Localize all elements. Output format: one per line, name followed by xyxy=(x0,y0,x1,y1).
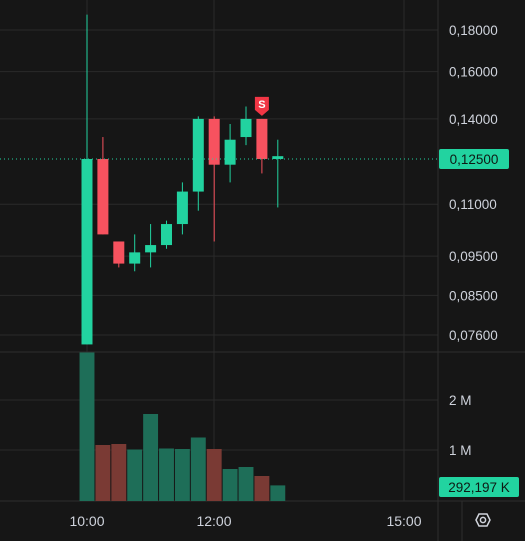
volume-bar xyxy=(222,469,238,501)
price-tick-label: 0,16000 xyxy=(449,65,498,80)
sell-marker: S xyxy=(254,96,269,116)
candle-body xyxy=(192,118,204,192)
time-tick-label: 12:00 xyxy=(196,513,231,529)
chart-overlays: 0,12500 292,197 K S xyxy=(0,96,519,497)
chart-axes: 0,18000 0,16000 0,14000 0,11000 0,09500 0,085… xyxy=(69,23,497,529)
price-candles xyxy=(81,14,284,345)
candle-body xyxy=(129,252,141,264)
volume-tick-label: 1 M xyxy=(449,443,472,458)
chart-settings-button[interactable] xyxy=(462,506,502,536)
candle-body xyxy=(208,118,220,165)
volume-bar xyxy=(95,445,111,501)
candle-body xyxy=(97,158,109,235)
candle-body xyxy=(272,156,284,159)
volume-bar xyxy=(270,485,286,501)
volume-bars xyxy=(79,352,286,501)
volume-bar xyxy=(111,444,127,501)
current-volume-label: 292,197 K xyxy=(448,480,510,495)
current-price-label-bg xyxy=(439,148,509,169)
volume-bar xyxy=(174,449,190,501)
sell-marker-shape xyxy=(254,96,269,116)
current-volume-label-bg xyxy=(439,477,519,497)
candle-body xyxy=(176,191,188,225)
candle-body xyxy=(145,245,157,253)
volume-tick-label: 2 M xyxy=(449,393,472,408)
volume-bar xyxy=(206,449,222,501)
price-tick-label: 0,09500 xyxy=(449,249,498,264)
sell-marker-label: S xyxy=(258,99,265,111)
candle-body xyxy=(81,158,93,345)
settings-hexagon-center xyxy=(479,516,487,524)
current-price-label: 0,12500 xyxy=(450,152,499,167)
volume-bar xyxy=(254,476,270,501)
price-tick-label: 0,14000 xyxy=(449,112,498,127)
candle-body xyxy=(256,118,268,159)
volume-bar xyxy=(159,448,174,501)
volume-bar xyxy=(79,352,95,501)
candle-body xyxy=(113,241,125,264)
volume-bar xyxy=(127,449,143,501)
price-tick-label: 0,11000 xyxy=(449,197,497,212)
price-tick-label: 0,08500 xyxy=(449,288,498,303)
candle-body xyxy=(161,224,172,246)
volume-bar xyxy=(190,437,206,501)
volume-bar xyxy=(143,414,159,501)
candle-body xyxy=(240,118,252,138)
volume-bar xyxy=(238,467,254,501)
time-tick-label: 15:00 xyxy=(386,513,421,529)
price-tick-label: 0,07600 xyxy=(449,328,498,343)
price-tick-label: 0,18000 xyxy=(449,23,498,38)
candle-body xyxy=(224,139,236,165)
settings-hexagon-icon xyxy=(475,513,491,527)
time-tick-label: 10:00 xyxy=(69,513,104,529)
